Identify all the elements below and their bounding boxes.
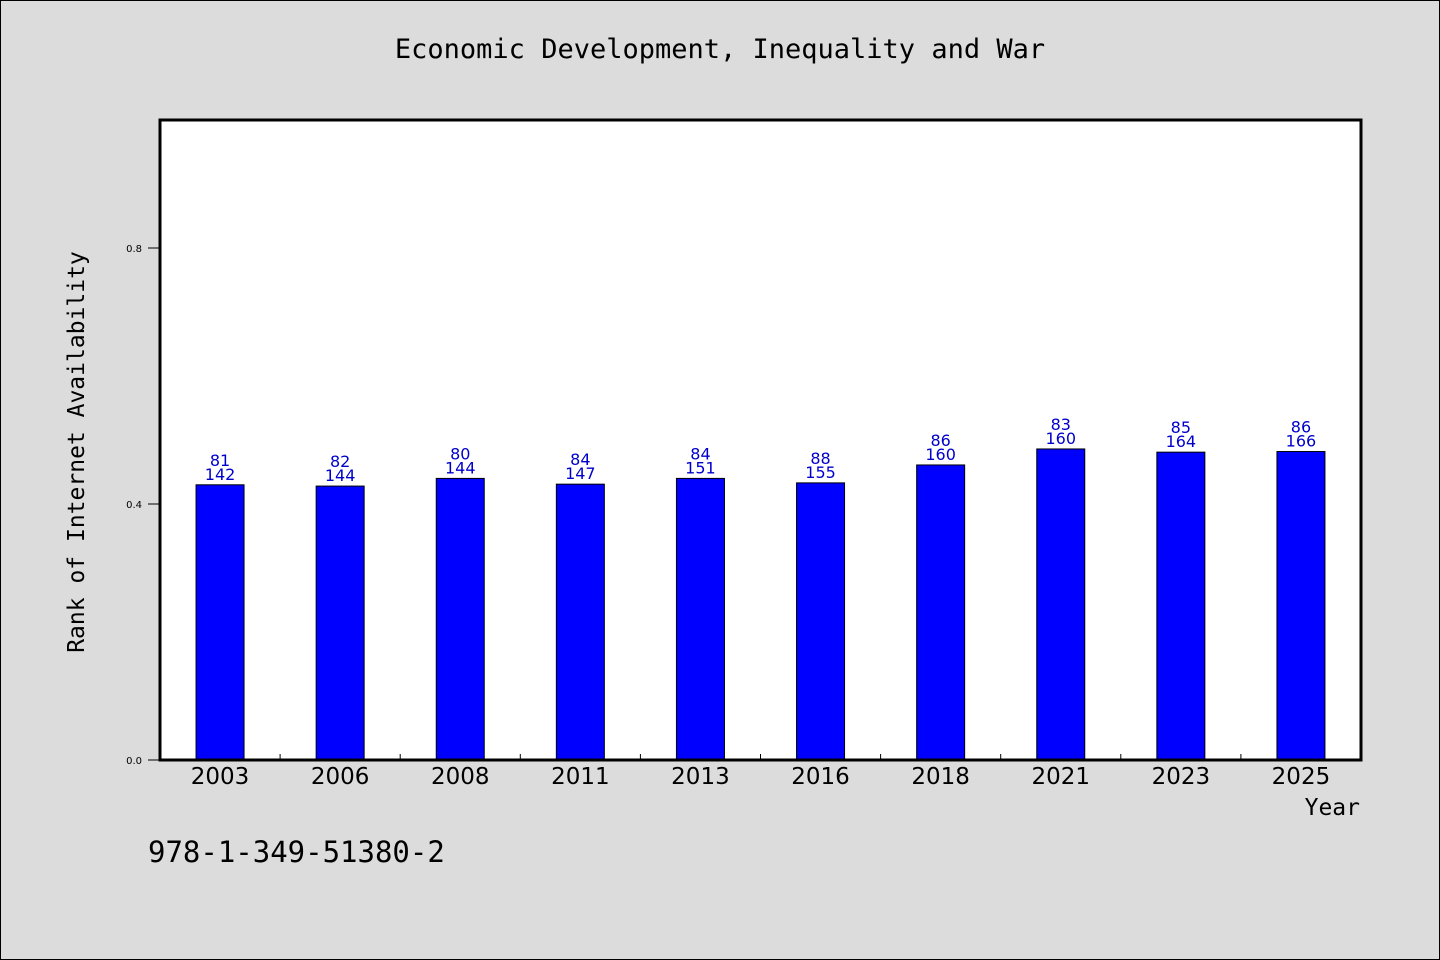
bar <box>1156 451 1206 761</box>
bar-label-total: 147 <box>565 464 596 483</box>
bar <box>796 482 846 761</box>
bar-label-rank: 84 <box>690 444 710 463</box>
bar <box>555 483 605 761</box>
x-tick-label: 2016 <box>791 764 850 790</box>
bar-label-total: 144 <box>445 458 476 477</box>
x-tick-label: 2023 <box>1152 764 1211 790</box>
bar <box>315 485 365 761</box>
bar-label-rank: 86 <box>930 431 950 450</box>
bar-label-total: 160 <box>1045 429 1076 448</box>
isbn-footnote: 978-1-349-51380-2 <box>148 835 445 869</box>
bar-label-total: 151 <box>685 458 716 477</box>
bar <box>1036 448 1086 761</box>
bar-label-rank: 88 <box>810 449 830 468</box>
chart-title: Economic Development, Inequality and War <box>394 34 1046 65</box>
x-tick-label: 2021 <box>1031 764 1090 790</box>
y-tick-label: 0.8 <box>126 244 142 255</box>
x-tick-label: 2003 <box>191 764 250 790</box>
bar-label-rank: 86 <box>1291 418 1311 437</box>
x-tick-label: 2011 <box>551 764 610 790</box>
bar-label-total: 160 <box>925 445 956 464</box>
bar-label-rank: 80 <box>450 444 470 463</box>
bar <box>675 477 725 761</box>
x-tick-label: 2018 <box>911 764 970 790</box>
bar-label-rank: 83 <box>1051 415 1071 434</box>
bar-label-total: 142 <box>205 465 236 484</box>
y-tick-label: 0.0 <box>126 756 142 767</box>
x-tick-label: 2008 <box>431 764 490 790</box>
bar-label-rank: 81 <box>210 451 230 470</box>
bar-label-rank: 82 <box>330 452 350 471</box>
bar-label-rank: 85 <box>1171 418 1191 437</box>
bar <box>195 484 245 761</box>
plot-border <box>158 118 1363 762</box>
bar-label-rank: 84 <box>570 450 590 469</box>
x-axis-label: Year <box>1304 795 1360 821</box>
bar <box>916 464 966 761</box>
bar-label-total: 155 <box>805 463 836 482</box>
x-tick-label: 2006 <box>311 764 370 790</box>
bar-label-total: 144 <box>325 466 356 485</box>
bar-label-total: 166 <box>1286 432 1317 451</box>
bar <box>435 477 485 761</box>
y-tick-label: 0.4 <box>126 500 142 511</box>
bar <box>1276 451 1326 761</box>
bar-label-total: 164 <box>1166 432 1197 451</box>
x-tick-label: 2013 <box>671 764 730 790</box>
x-tick-label: 2025 <box>1272 764 1331 790</box>
